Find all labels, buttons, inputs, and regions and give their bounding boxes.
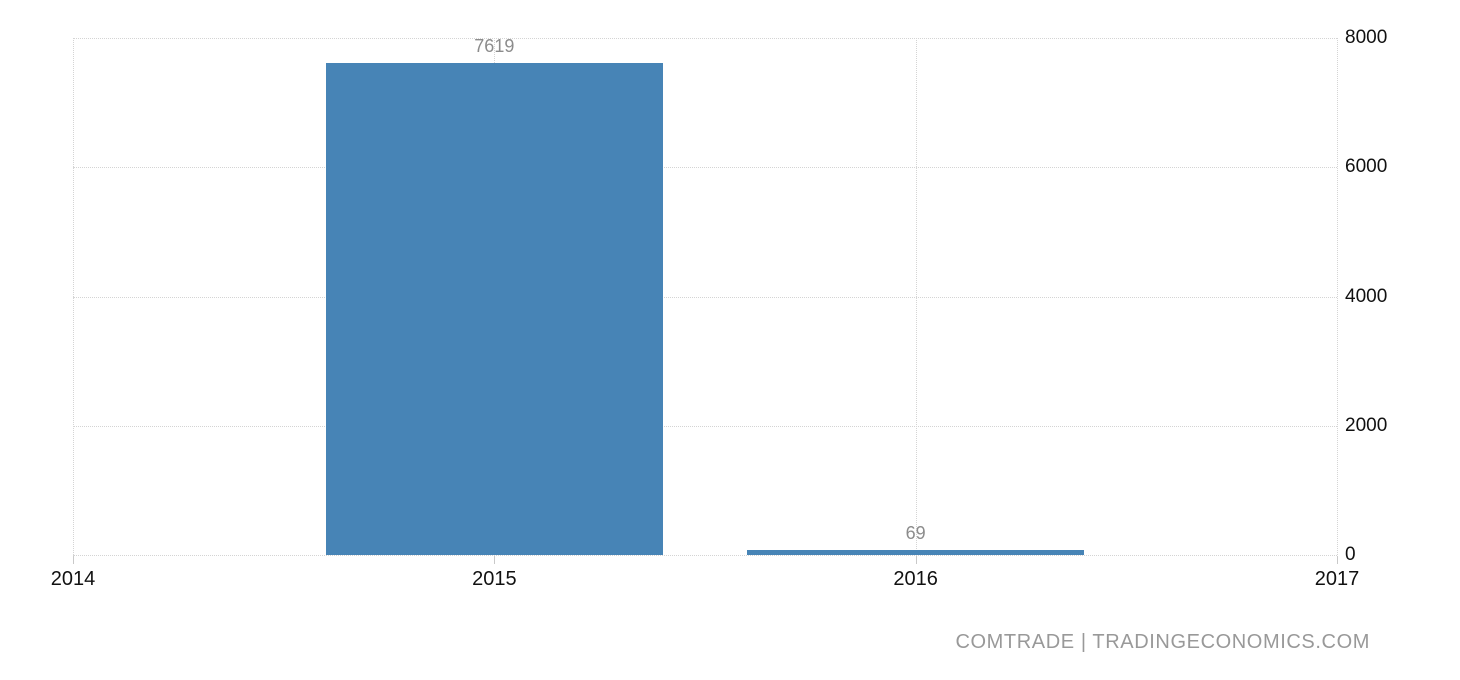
y-tick-label-6000: 6000 [1345,156,1388,178]
x-tickmark-2017 [1337,556,1338,564]
bar-value-label-2016: 69 [905,523,926,543]
gridline-y-0 [73,555,1337,556]
gridline-x-2017 [1337,38,1338,555]
x-tick-label-2015: 2015 [472,568,517,590]
y-tick-label-8000: 8000 [1345,27,1388,48]
gridline-y-8000 [73,38,1337,39]
x-tickmark-2015 [494,556,496,564]
gridline-x-2016 [915,38,917,555]
bar-2016[interactable] [747,550,1084,555]
x-tick-label-2014: 2014 [50,568,96,590]
x-tick-label-2017: 2017 [1314,568,1360,590]
bar-2015[interactable] [326,63,663,555]
y-tick-label-0: 0 [1345,544,1356,565]
x-tickmark-2016 [915,556,917,564]
gridline-y-4000 [73,296,1337,298]
y-tick-label-4000: 4000 [1345,285,1388,307]
gridline-y-2000 [73,425,1337,427]
y-tick-label-2000: 2000 [1345,414,1388,436]
gridline-y-6000 [73,167,1337,169]
plot-area [73,38,1338,556]
x-tickmark-2014 [73,556,74,564]
gridline-x-2014 [73,38,74,555]
x-tick-label-2016: 2016 [893,568,938,590]
attribution-text: COMTRADE | TRADINGECONOMICS.COM [955,631,1370,653]
bar-value-label-2015: 7619 [474,36,515,56]
